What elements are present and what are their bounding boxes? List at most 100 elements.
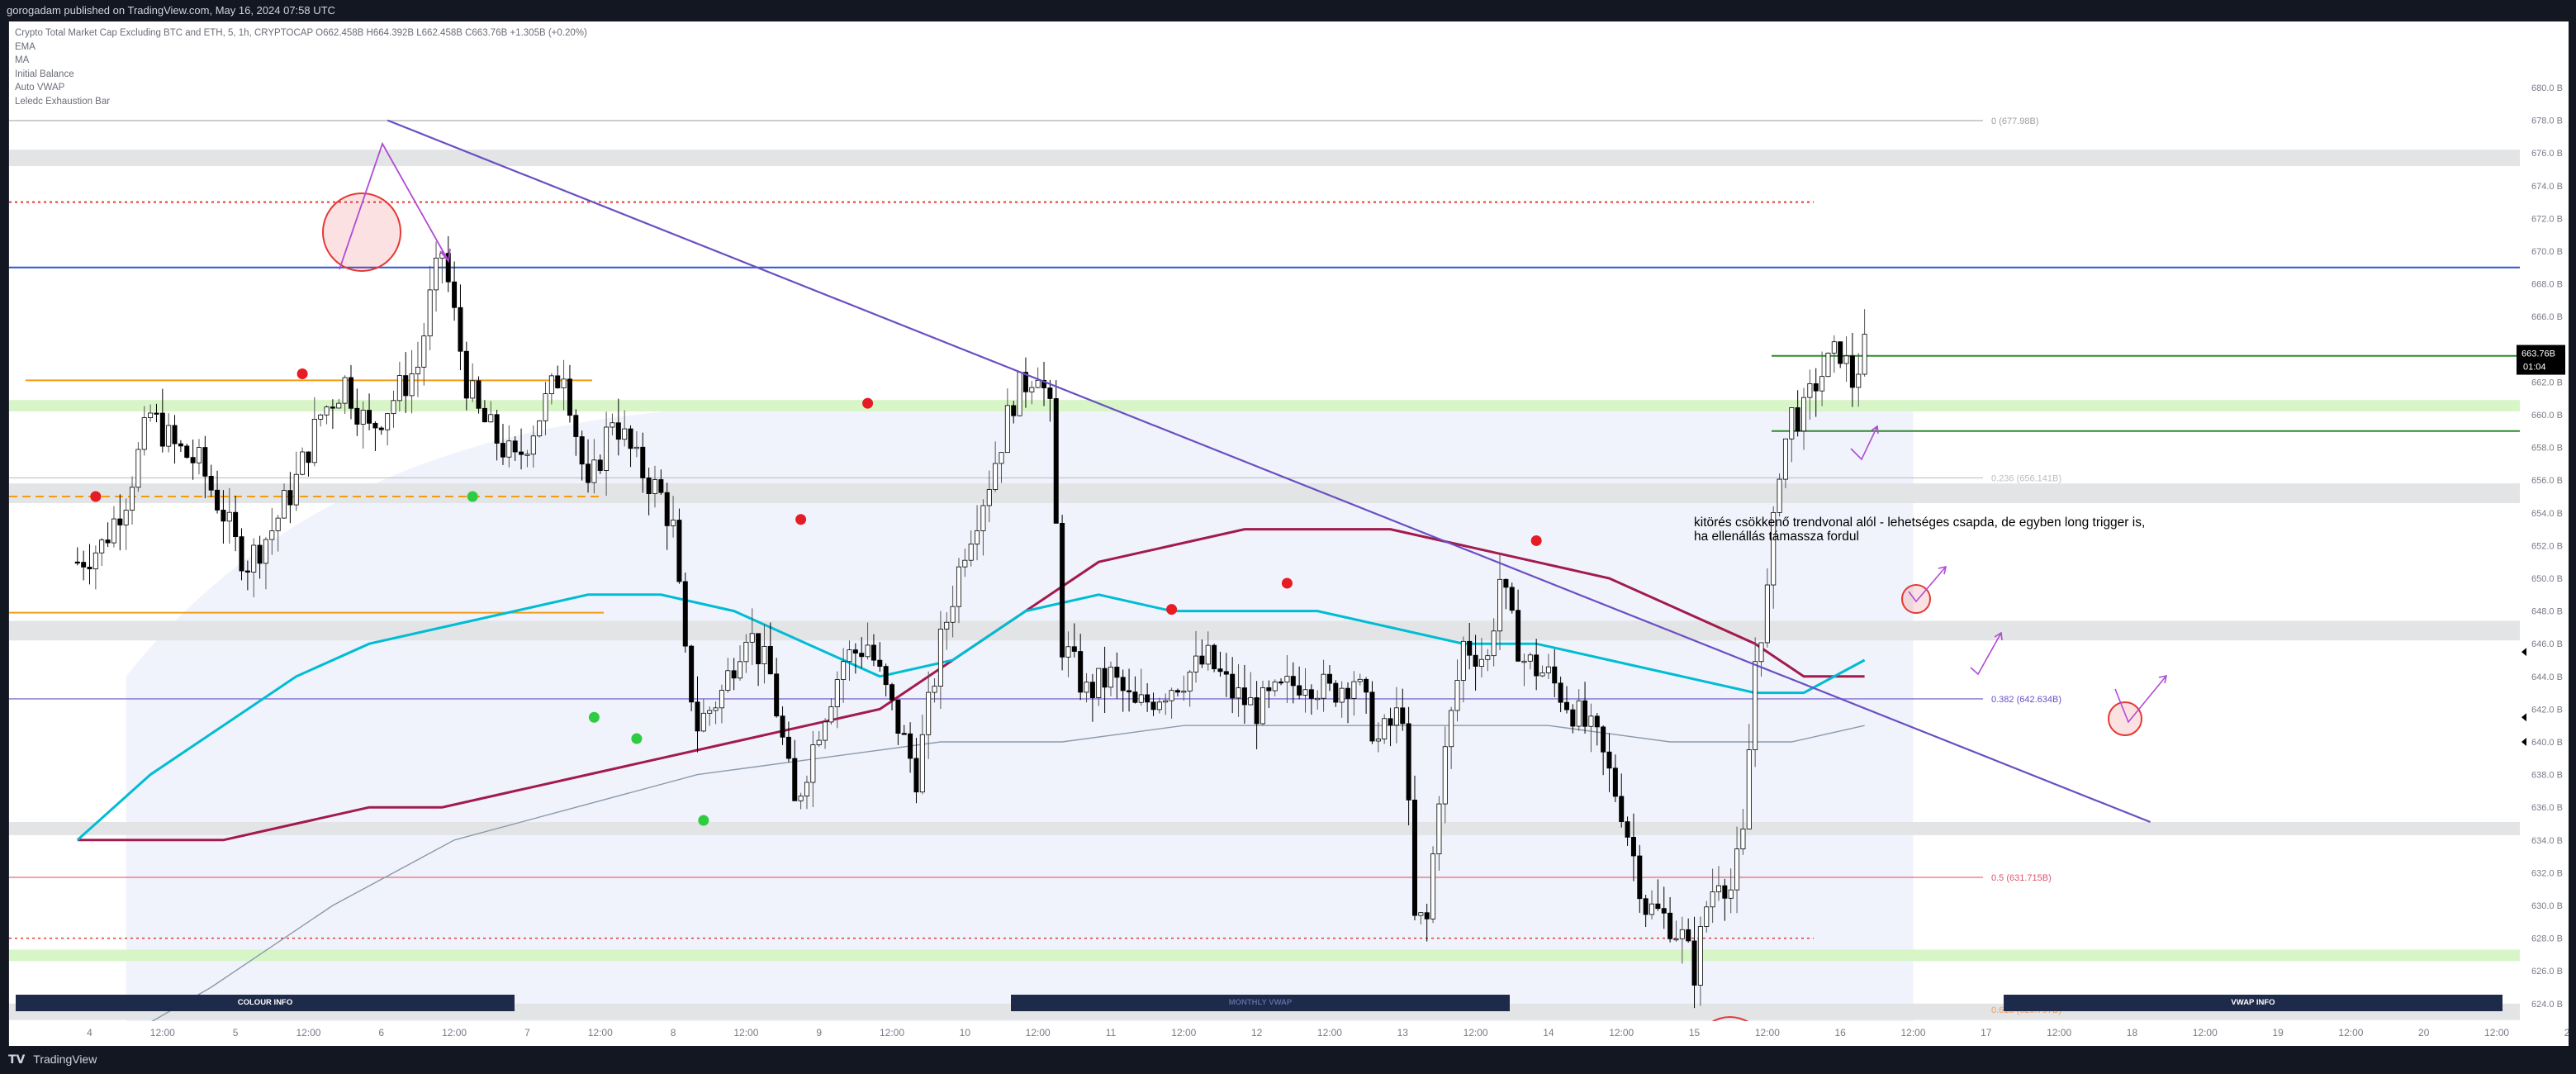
candle[interactable]: [1138, 694, 1144, 703]
candle[interactable]: [1807, 383, 1813, 398]
candle[interactable]: [1156, 701, 1162, 710]
candle[interactable]: [652, 479, 657, 494]
candle[interactable]: [1053, 398, 1059, 524]
indicator-initial-balance[interactable]: Initial Balance: [15, 69, 74, 79]
candle[interactable]: [336, 402, 342, 409]
candle[interactable]: [622, 428, 628, 440]
candle[interactable]: [816, 739, 822, 745]
candle[interactable]: [1819, 376, 1825, 392]
candle[interactable]: [738, 661, 743, 679]
candle[interactable]: [1552, 666, 1558, 684]
candle[interactable]: [1174, 690, 1180, 693]
candle[interactable]: [1060, 522, 1065, 658]
candle[interactable]: [1302, 689, 1308, 696]
candle[interactable]: [780, 715, 785, 738]
candle[interactable]: [1150, 701, 1156, 710]
candle[interactable]: [421, 335, 427, 368]
candle[interactable]: [1710, 891, 1715, 908]
candle[interactable]: [798, 796, 804, 801]
candle[interactable]: [378, 427, 384, 430]
candle[interactable]: [221, 510, 226, 522]
candle[interactable]: [597, 459, 603, 471]
candle[interactable]: [1241, 687, 1247, 706]
candle[interactable]: [1601, 726, 1606, 753]
candle[interactable]: [1230, 673, 1236, 699]
candle[interactable]: [823, 721, 828, 741]
candle[interactable]: [926, 691, 932, 735]
candle[interactable]: [1388, 718, 1393, 726]
candle[interactable]: [172, 425, 178, 444]
candle[interactable]: [1643, 898, 1649, 915]
candle[interactable]: [1594, 715, 1600, 728]
candle[interactable]: [1582, 700, 1588, 727]
candle[interactable]: [117, 518, 123, 525]
candle[interactable]: [743, 641, 749, 663]
candle[interactable]: [1771, 512, 1777, 586]
candle[interactable]: [1193, 655, 1199, 672]
candle[interactable]: [1753, 661, 1758, 750]
candle[interactable]: [890, 684, 895, 701]
candle[interactable]: [1279, 681, 1284, 684]
candle[interactable]: [1127, 690, 1132, 693]
candle[interactable]: [792, 758, 798, 801]
candle[interactable]: [1248, 697, 1254, 706]
candle[interactable]: [1120, 677, 1126, 691]
arrow-icon[interactable]: [1908, 565, 1947, 603]
candle[interactable]: [859, 653, 865, 658]
price-axis[interactable]: [2520, 21, 2569, 1046]
candle[interactable]: [1649, 903, 1655, 915]
candle[interactable]: [640, 446, 646, 478]
candle[interactable]: [482, 407, 487, 423]
candle[interactable]: [834, 679, 840, 707]
candle[interactable]: [81, 562, 87, 568]
candle[interactable]: [348, 377, 353, 409]
candle[interactable]: [257, 544, 263, 564]
candle[interactable]: [1163, 700, 1169, 703]
candle[interactable]: [804, 782, 809, 796]
candle[interactable]: [658, 479, 664, 493]
candle[interactable]: [1801, 397, 1807, 432]
candle[interactable]: [1449, 710, 1454, 748]
candle[interactable]: [391, 400, 396, 415]
candle[interactable]: [980, 505, 986, 531]
candle[interactable]: [488, 414, 494, 423]
candle[interactable]: [695, 701, 700, 732]
candle[interactable]: [494, 414, 500, 444]
candle[interactable]: [1436, 803, 1442, 854]
candle[interactable]: [282, 490, 287, 519]
candle[interactable]: [74, 561, 80, 564]
candle[interactable]: [1588, 715, 1594, 727]
highlight-circle[interactable]: [2108, 701, 2142, 736]
candle[interactable]: [1704, 906, 1710, 927]
candle[interactable]: [628, 428, 633, 449]
candle[interactable]: [166, 425, 172, 447]
candle[interactable]: [604, 426, 610, 471]
candle[interactable]: [1017, 372, 1022, 416]
candle[interactable]: [396, 375, 402, 402]
candle[interactable]: [519, 451, 524, 455]
candle[interactable]: [561, 378, 567, 388]
candle[interactable]: [1254, 697, 1260, 725]
candle[interactable]: [178, 443, 183, 447]
arrow-icon[interactable]: [1850, 425, 1879, 461]
candle[interactable]: [1722, 885, 1728, 899]
candle[interactable]: [1004, 405, 1010, 454]
candle[interactable]: [1497, 578, 1503, 632]
candle[interactable]: [512, 440, 518, 453]
candle[interactable]: [1697, 926, 1703, 986]
candle[interactable]: [184, 445, 190, 459]
candle[interactable]: [901, 733, 907, 735]
candle[interactable]: [1393, 707, 1399, 726]
candle[interactable]: [1563, 701, 1569, 710]
candle[interactable]: [130, 487, 135, 511]
candle[interactable]: [111, 518, 116, 544]
candle[interactable]: [1831, 341, 1837, 354]
candle[interactable]: [731, 670, 737, 679]
candle[interactable]: [1047, 387, 1053, 399]
candle[interactable]: [476, 380, 482, 409]
candle[interactable]: [1364, 678, 1369, 693]
candle[interactable]: [877, 659, 883, 667]
candle[interactable]: [1096, 668, 1102, 698]
candle[interactable]: [962, 559, 968, 568]
candle[interactable]: [1145, 694, 1150, 703]
